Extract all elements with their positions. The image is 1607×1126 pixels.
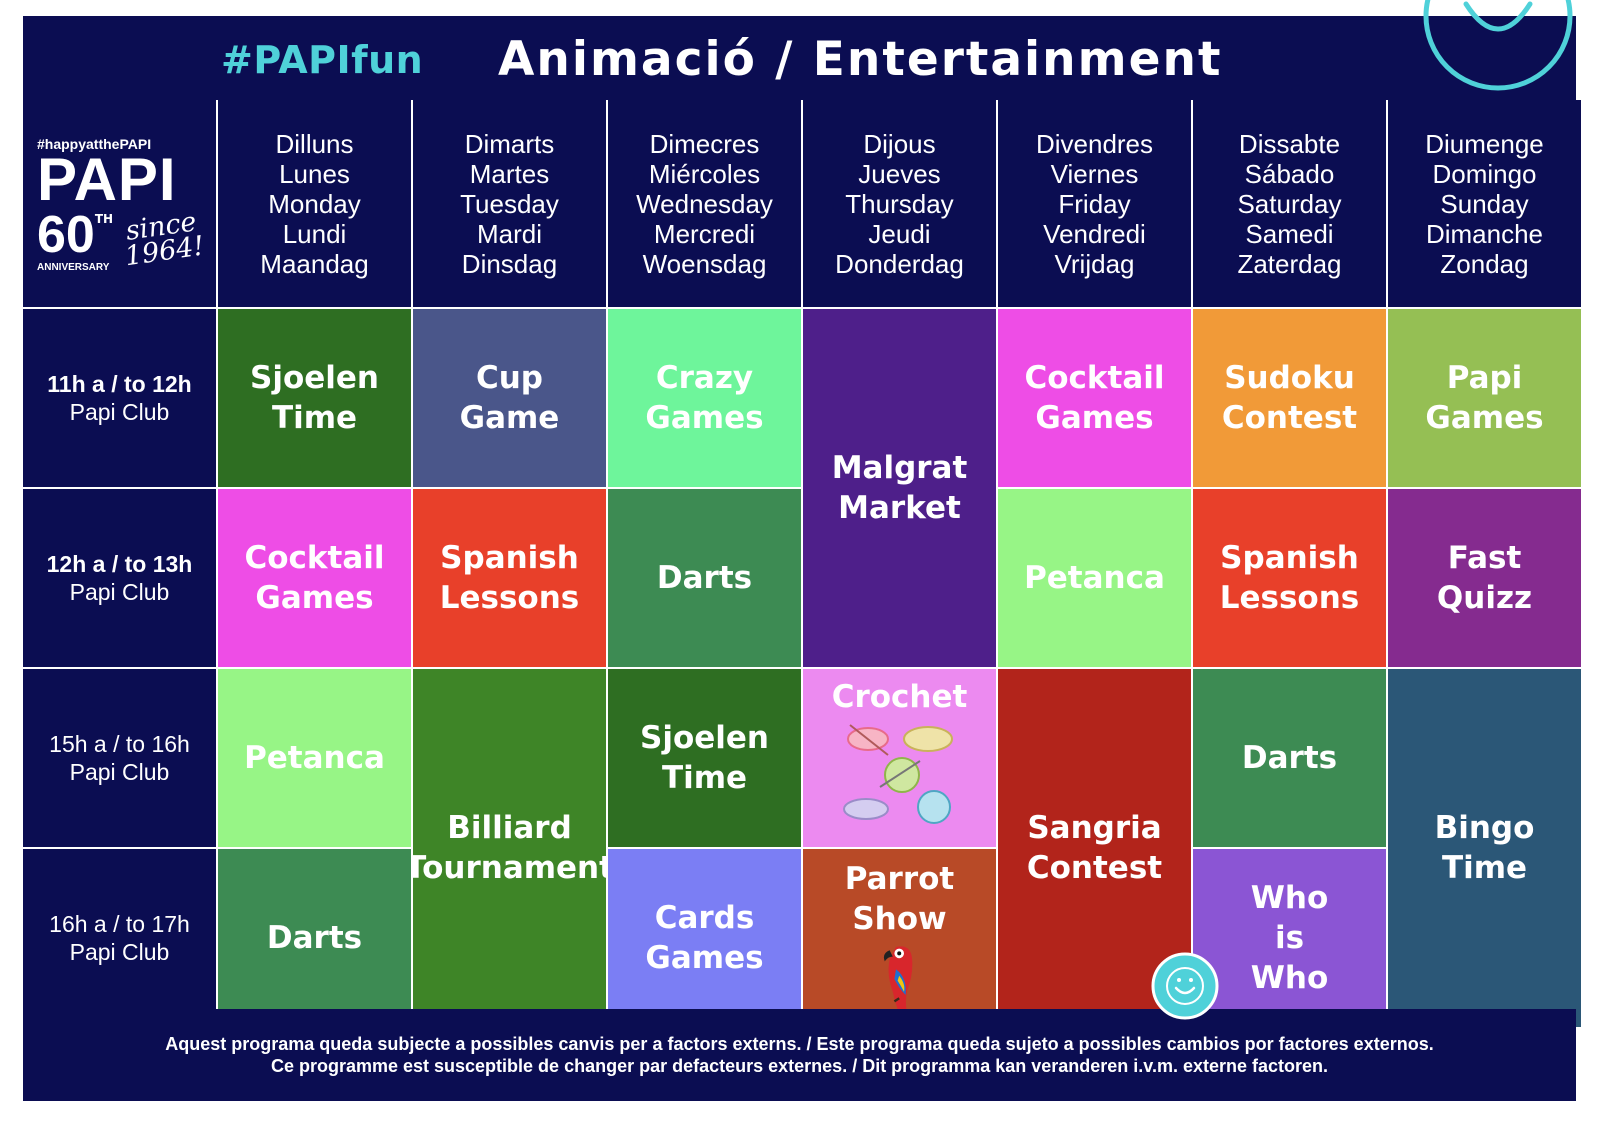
- logo-tagline: #happyatthePAPI: [37, 136, 152, 152]
- activity-bingo-time: Bingo Time: [1388, 669, 1581, 1027]
- activity-cards-games: Cards Games: [608, 849, 801, 1027]
- day-header-sunday: Diumenge Domingo Sunday Dimanche Zondag: [1388, 100, 1581, 307]
- time-slot-15: 15h a / to 16h Papi Club: [23, 669, 216, 847]
- activity-sudoku-contest: Sudoku Contest: [1193, 309, 1386, 487]
- smiley-badge-icon: [1151, 952, 1219, 1020]
- title-bar: #PAPIfun Animació / Entertainment: [23, 0, 1576, 99]
- activity-darts: Darts: [608, 489, 801, 667]
- day-header-saturday: Dissabte Sábado Saturday Samedi Zaterdag: [1193, 100, 1386, 307]
- activity-malgrat-market: Malgrat Market: [803, 309, 996, 667]
- activity-cocktail-games: Cocktail Games: [218, 489, 411, 667]
- activity-petanca: Petanca: [218, 669, 411, 847]
- schedule-board: #PAPIfun Animació / Entertainment #happy…: [23, 0, 1581, 1101]
- day-header-monday: Dilluns Lunes Monday Lundi Maandag: [218, 100, 411, 307]
- time-slot-16: 16h a / to 17h Papi Club: [23, 849, 216, 1027]
- activity-crazy-games: Crazy Games: [608, 309, 801, 487]
- activity-spanish-lessons: Spanish Lessons: [1193, 489, 1386, 667]
- disclaimer-line-1: Aquest programa queda subjecte a possibl…: [165, 1034, 1434, 1054]
- activity-papi-games: Papi Games: [1388, 309, 1581, 487]
- logo-anniversary: ANNIVERSARY: [37, 262, 110, 273]
- activity-cocktail-games: Cocktail Games: [998, 309, 1191, 487]
- activity-billiard-tournament: Billiard Tournament: [413, 669, 606, 1027]
- activity-who-is-who: Who is Who: [1193, 849, 1386, 1027]
- page-title: Animació / Entertainment: [498, 32, 1223, 87]
- activity-darts: Darts: [218, 849, 411, 1027]
- activity-spanish-lessons: Spanish Lessons: [413, 489, 606, 667]
- hashtag: #PAPIfun: [221, 38, 424, 82]
- activity-sjoelen-time: Sjoelen Time: [218, 309, 411, 487]
- day-header-tuesday: Dimarts Martes Tuesday Mardi Dinsdag: [413, 100, 606, 307]
- disclaimer-footer: Aquest programa queda subjecte a possibl…: [23, 1009, 1576, 1101]
- day-header-wednesday: Dimecres Miércoles Wednesday Mercredi Woensd…: [608, 100, 801, 307]
- schedule-grid: #happyatthePAPI PAPI 60 TH since 1964! AN…: [23, 100, 1581, 1048]
- activity-crochet: Crochet: [803, 669, 996, 847]
- yarn-balls-icon: [842, 724, 953, 824]
- logo-number: 60: [37, 206, 95, 264]
- day-header-thursday: Dijous Jueves Thursday Jeudi Donderdag: [803, 100, 996, 307]
- time-slot-11: 11h a / to 12h Papi Club: [23, 309, 216, 487]
- activity-petanca: Petanca: [998, 489, 1191, 667]
- logo-since: since 1964!: [123, 206, 207, 273]
- logo-suffix: TH: [94, 212, 114, 226]
- activity-cup-game: Cup Game: [413, 309, 606, 487]
- activity-sjoelen-time: Sjoelen Time: [608, 669, 801, 847]
- smiley-icon: [1423, 0, 1573, 91]
- papi-logo: #happyatthePAPI PAPI 60 TH since 1964! AN…: [23, 100, 216, 307]
- activity-darts: Darts: [1193, 669, 1386, 847]
- day-header-friday: Divendres Viernes Friday Vendredi Vrijdag: [998, 100, 1191, 307]
- activity-parrot-show: Parrot Show: [803, 849, 996, 1027]
- activity-fast-quizz: Fast Quizz: [1388, 489, 1581, 667]
- disclaimer-line-2: Ce programme est susceptible de changer …: [270, 1056, 1329, 1076]
- logo-name: PAPI: [37, 146, 177, 213]
- parrot-icon: [883, 946, 912, 1023]
- time-slot-12: 12h a / to 13h Papi Club: [23, 489, 216, 667]
